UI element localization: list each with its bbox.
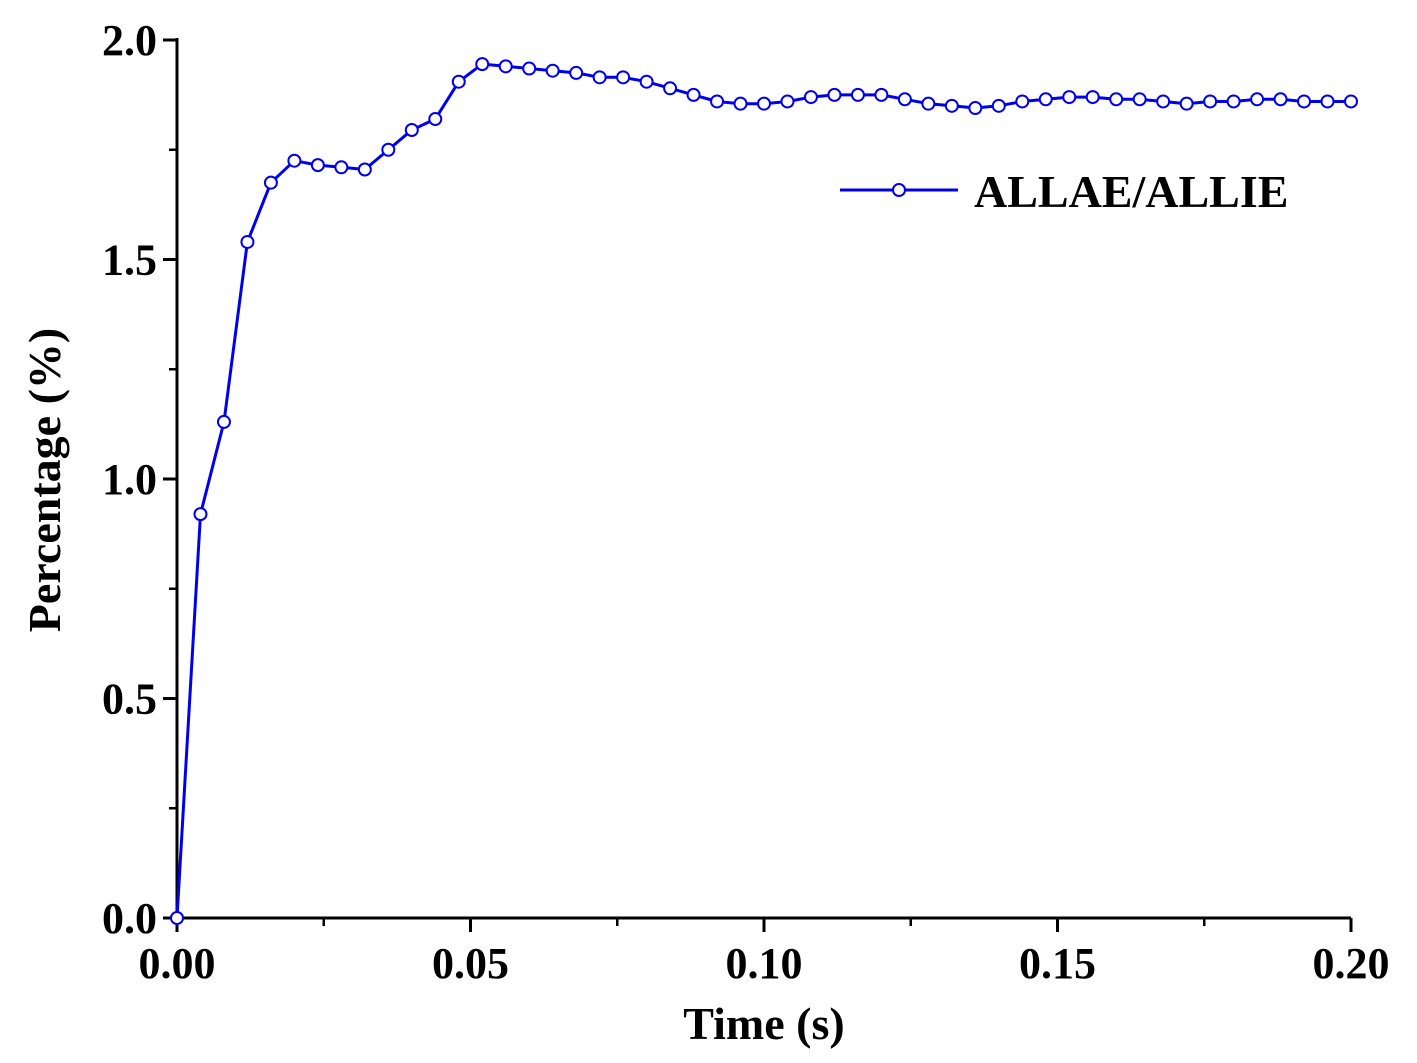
- data-point: [757, 96, 771, 111]
- data-point: [216, 414, 231, 429]
- x-tick-label: 0.00: [139, 939, 216, 988]
- data-point: [686, 87, 701, 102]
- data-point: [592, 70, 607, 85]
- data-point: [1132, 92, 1147, 107]
- data-point: [663, 81, 678, 96]
- data-point: [334, 160, 349, 175]
- y-tick-label: 0.0: [102, 894, 157, 943]
- data-point: [1156, 94, 1171, 109]
- data-point: [451, 74, 466, 89]
- data-point: [357, 162, 372, 177]
- data-point: [991, 98, 1006, 113]
- data-point: [1038, 92, 1053, 107]
- x-tick-label: 0.10: [726, 939, 803, 988]
- x-axis-title: Time (s): [683, 998, 844, 1049]
- series-layer: [170, 57, 1358, 925]
- x-tick-label: 0.15: [1019, 939, 1096, 988]
- y-tick-label: 2.0: [102, 16, 157, 65]
- data-point: [616, 70, 631, 85]
- data-point: [287, 153, 302, 168]
- x-tick-label: 0.20: [1313, 939, 1390, 988]
- data-point: [897, 92, 912, 107]
- y-tick-label: 0.5: [102, 675, 157, 724]
- data-point: [240, 234, 255, 249]
- data-point: [170, 911, 184, 925]
- data-point: [1320, 94, 1335, 109]
- data-point: [1203, 94, 1218, 109]
- data-point: [1062, 90, 1077, 105]
- legend-marker: [892, 183, 906, 197]
- data-point: [310, 158, 325, 173]
- data-point: [1273, 92, 1288, 107]
- data-point: [827, 87, 842, 102]
- data-point: [944, 98, 959, 113]
- data-point: [475, 57, 490, 72]
- data-point: [1226, 94, 1241, 109]
- data-point: [1015, 94, 1030, 109]
- data-point: [1344, 94, 1358, 109]
- y-tick-label: 1.5: [102, 236, 157, 285]
- data-point: [733, 96, 748, 111]
- y-tick-label: 1.0: [102, 455, 157, 504]
- data-point: [545, 63, 560, 78]
- data-point: [1250, 92, 1265, 107]
- data-point: [1179, 96, 1194, 111]
- data-point: [569, 65, 584, 80]
- data-point: [803, 90, 818, 105]
- data-point: [498, 59, 513, 74]
- data-point: [1297, 94, 1312, 109]
- data-point: [639, 74, 654, 89]
- data-point: [921, 96, 936, 111]
- data-point: [428, 112, 443, 127]
- data-point: [522, 61, 537, 76]
- data-point: [710, 94, 725, 109]
- legend-label: ALLAE/ALLIE: [974, 166, 1288, 217]
- x-tick-label: 0.05: [432, 939, 509, 988]
- data-point: [780, 94, 795, 109]
- data-point: [193, 507, 208, 522]
- data-point: [1085, 90, 1100, 105]
- y-axis-title: Percentage (%): [19, 328, 70, 632]
- data-point: [404, 122, 419, 137]
- data-point: [263, 175, 278, 190]
- axes: 0.0 0.5 1.0 1.5 2.0 0.00 0.05 0.10 0.15 0.20: [102, 16, 1390, 988]
- data-point: [381, 142, 396, 157]
- data-point: [968, 101, 983, 116]
- data-point: [850, 87, 865, 102]
- data-point: [1109, 92, 1124, 107]
- data-point: [874, 87, 889, 102]
- legend: ALLAE/ALLIE: [840, 166, 1288, 217]
